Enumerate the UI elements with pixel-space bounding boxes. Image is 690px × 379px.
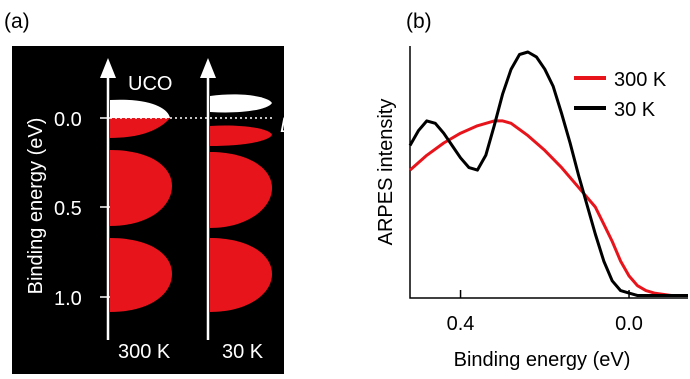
panel-b-label: (b) <box>406 10 432 33</box>
arpes-chart: 0.4 0.0 <box>408 46 688 335</box>
arrowhead-30k-icon <box>200 58 216 78</box>
panel-a-label: (a) <box>4 10 30 33</box>
chart-ylabel: ARPES intensity <box>375 99 397 246</box>
panel-a-ylabel: Binding energy (eV) <box>25 118 47 295</box>
series-line-30k <box>408 50 688 297</box>
occupied-band-300k-low <box>110 238 172 312</box>
legend-label-30k: 30 K <box>614 99 656 121</box>
occupied-band-300k-top <box>110 118 170 138</box>
fermi-level-label: EF <box>280 114 304 140</box>
material-label: UCO <box>128 73 172 95</box>
ytick-label-0: 0.0 <box>54 109 82 131</box>
occupied-band-30k-mid <box>210 152 272 228</box>
xtick-label: 0.4 <box>447 313 475 335</box>
series-line-300k <box>409 119 688 297</box>
arrowhead-300k-icon <box>100 58 116 78</box>
occupied-band-30k-top <box>210 125 272 146</box>
legend-label-300k: 300 K <box>614 69 667 91</box>
ytick-label-2: 1.0 <box>54 288 82 310</box>
chart-axes <box>409 46 688 299</box>
xtick-label: 0.0 <box>615 313 643 335</box>
unoccupied-band-30k <box>210 94 272 113</box>
unoccupied-band-300k <box>110 99 170 118</box>
occupied-band-30k-low <box>210 238 272 312</box>
column-label-30k: 30 K <box>222 341 264 363</box>
occupied-band-300k-mid <box>110 150 172 226</box>
chart-xlabel: Binding energy (eV) <box>454 349 631 371</box>
column-label-300k: 300 K <box>118 341 171 363</box>
ytick-label-1: 0.5 <box>54 198 82 220</box>
